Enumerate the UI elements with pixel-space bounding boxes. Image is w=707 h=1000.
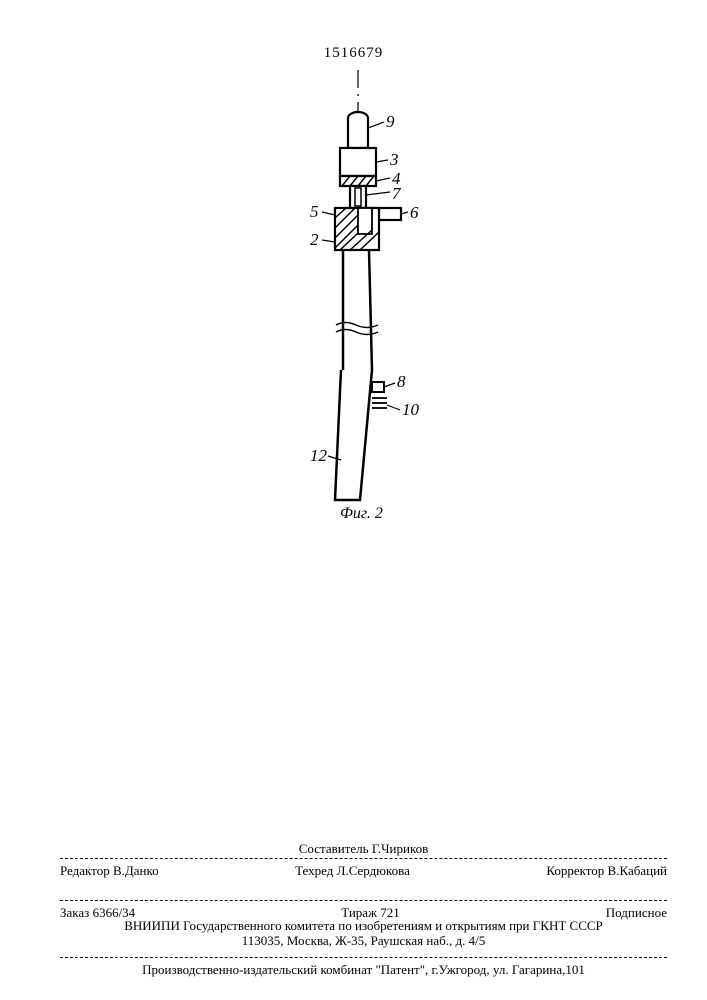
- footer-publisher: Производственно-издательский комбинат "П…: [60, 957, 667, 979]
- footer-compiler-row: Составитель Г.Чириков: [60, 840, 667, 858]
- label-5: 5: [310, 202, 319, 222]
- footer-org2: 113035, Москва, Ж-35, Раушская наб., д. …: [60, 932, 667, 950]
- tech-name: Л.Сердюкова: [337, 863, 410, 878]
- corrector-name: В.Кабаций: [608, 863, 667, 878]
- label-3: 3: [390, 150, 399, 170]
- page-number: 1516679: [324, 45, 384, 62]
- corrector-cell: Корректор В.Кабаций: [546, 862, 667, 880]
- label-9: 9: [386, 112, 395, 132]
- editor-cell: Редактор В.Данко: [60, 862, 159, 880]
- label-6: 6: [410, 203, 419, 223]
- label-12: 12: [310, 446, 327, 466]
- figure-2: 9 3 4 7 5 6 2 8 10 12: [280, 70, 460, 520]
- footer-editors-row: Редактор В.Данко Техред Л.Сердюкова Корр…: [60, 858, 667, 880]
- label-8: 8: [397, 372, 406, 392]
- figure-caption: Фиг. 2: [340, 505, 383, 523]
- corrector-label: Корректор: [546, 863, 604, 878]
- label-7: 7: [392, 184, 401, 204]
- tech-cell: Техред Л.Сердюкова: [295, 862, 410, 880]
- compiler-label: Составитель: [299, 841, 369, 856]
- label-2: 2: [310, 230, 319, 250]
- compiler-name: Г.Чириков: [372, 841, 428, 856]
- tech-label: Техред: [295, 863, 333, 878]
- label-10: 10: [402, 400, 419, 420]
- figure-svg: [280, 70, 460, 520]
- editor-name: В.Данко: [113, 863, 159, 878]
- editor-label: Редактор: [60, 863, 110, 878]
